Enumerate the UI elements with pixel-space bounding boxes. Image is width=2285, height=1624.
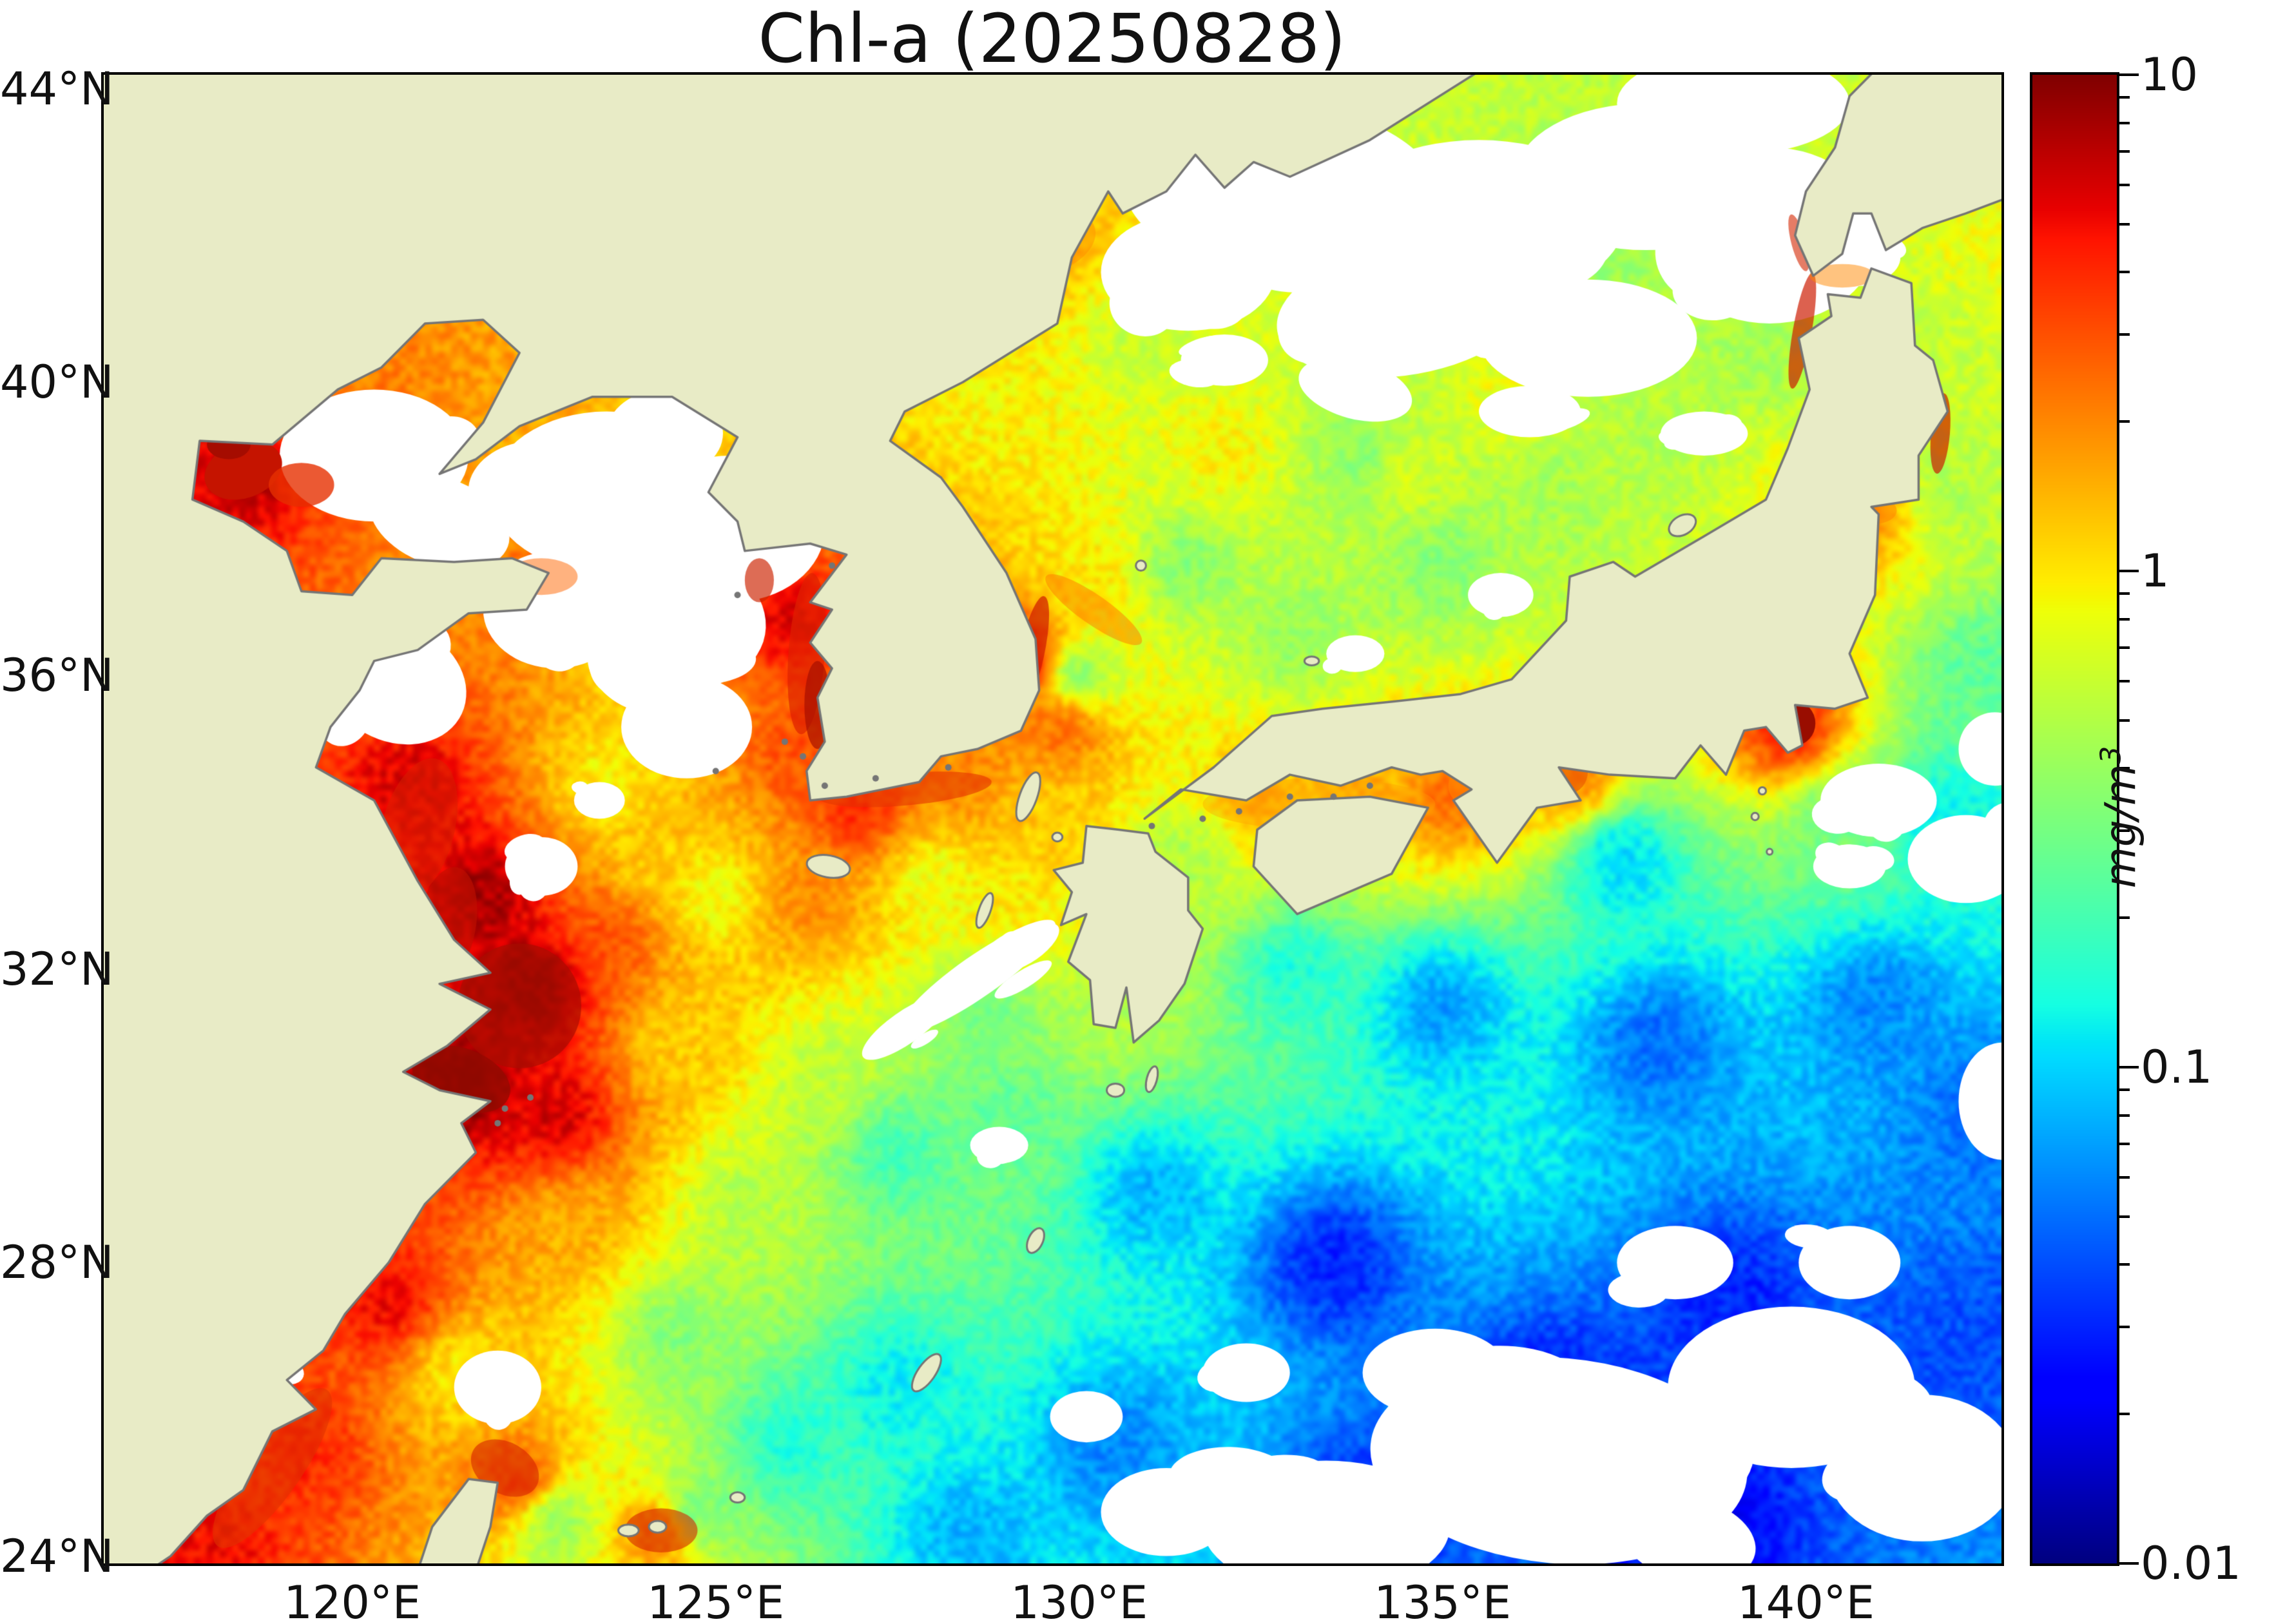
- colorbar-minor-tick: [2119, 333, 2130, 336]
- colorbar-frame: [2030, 72, 2119, 1566]
- colorbar-minor-tick: [2119, 1413, 2130, 1416]
- map-frame: [101, 72, 2004, 1566]
- x-tick-label: 135°E: [1374, 1576, 1512, 1624]
- y-tick-label: 28°N: [0, 1236, 114, 1290]
- y-tick-label: 40°N: [0, 356, 114, 409]
- colorbar-unit-label: mg/m3: [2095, 746, 2146, 889]
- colorbar-minor-tick: [2119, 719, 2130, 722]
- colorbar-major-tick: [2119, 1562, 2139, 1565]
- x-tick-label: 130°E: [1010, 1576, 1148, 1624]
- colorbar-minor-tick: [2119, 222, 2130, 226]
- colorbar-minor-tick: [2119, 1143, 2130, 1146]
- x-tick-label: 125°E: [647, 1576, 785, 1624]
- colorbar-minor-tick: [2119, 679, 2130, 682]
- colorbar-major-tick: [2119, 570, 2139, 572]
- colorbar-unit-exponent: 3: [2094, 746, 2128, 764]
- colorbar-tick-label: 0.01: [2141, 1537, 2241, 1590]
- colorbar-minor-tick: [2119, 1263, 2130, 1266]
- y-tick-label: 44°N: [0, 62, 114, 115]
- colorbar-tick-label: 0.1: [2141, 1041, 2213, 1094]
- colorbar-minor-tick: [2119, 1215, 2130, 1218]
- colorbar-major-tick: [2119, 73, 2139, 76]
- colorbar-unit-base: mg/m: [2096, 764, 2146, 889]
- colorbar-minor-tick: [2119, 829, 2130, 832]
- colorbar-minor-tick: [2119, 150, 2130, 153]
- colorbar-minor-tick: [2119, 420, 2130, 423]
- colorbar-minor-tick: [2119, 96, 2130, 99]
- colorbar-minor-tick: [2119, 592, 2130, 595]
- colorbar-minor-tick: [2119, 271, 2130, 274]
- colorbar-tick-label: 10: [2141, 48, 2199, 101]
- x-tick-label: 140°E: [1737, 1576, 1875, 1624]
- colorbar-minor-tick: [2119, 1088, 2130, 1092]
- plot-title: Chl-a (20250828): [758, 0, 1346, 78]
- colorbar-minor-tick: [2119, 617, 2130, 621]
- colorbar-minor-tick: [2119, 121, 2130, 124]
- colorbar-major-tick: [2119, 1066, 2139, 1068]
- colorbar-canvas: [2032, 75, 2117, 1563]
- colorbar-minor-tick: [2119, 767, 2130, 770]
- colorbar-minor-tick: [2119, 183, 2130, 186]
- y-tick-label: 24°N: [0, 1529, 114, 1583]
- map-canvas: [104, 75, 2001, 1563]
- y-tick-label: 32°N: [0, 942, 114, 996]
- colorbar-minor-tick: [2119, 1114, 2130, 1117]
- colorbar-tick-label: 1: [2141, 545, 2170, 597]
- colorbar-minor-tick: [2119, 916, 2130, 920]
- x-tick-label: 120°E: [284, 1576, 421, 1624]
- colorbar-minor-tick: [2119, 646, 2130, 650]
- colorbar-minor-tick: [2119, 1325, 2130, 1328]
- colorbar-minor-tick: [2119, 1175, 2130, 1179]
- y-tick-label: 36°N: [0, 649, 114, 702]
